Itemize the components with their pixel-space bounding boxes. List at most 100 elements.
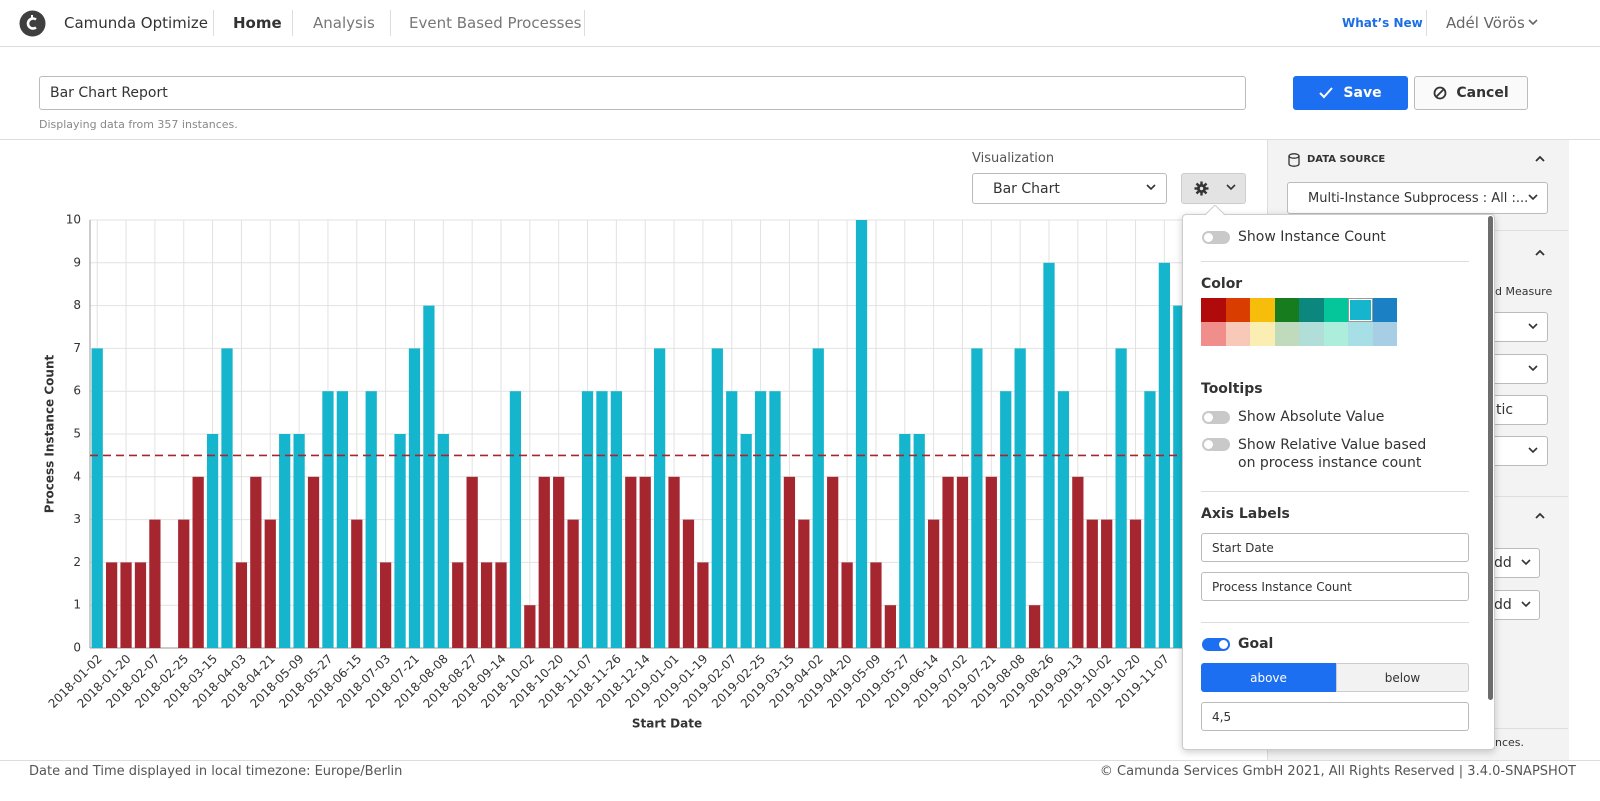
bar bbox=[726, 391, 738, 648]
bar bbox=[610, 391, 622, 648]
bar bbox=[971, 348, 983, 648]
database-icon bbox=[1288, 153, 1300, 167]
scrollbar[interactable] bbox=[1488, 216, 1493, 700]
bar bbox=[1072, 476, 1084, 648]
bar bbox=[1043, 262, 1055, 648]
bar bbox=[524, 605, 536, 648]
bar bbox=[178, 519, 190, 648]
save-label: Save bbox=[1343, 85, 1382, 101]
bar bbox=[293, 434, 305, 648]
color-swatch[interactable] bbox=[1299, 298, 1324, 322]
bar bbox=[798, 519, 810, 648]
bar bbox=[956, 476, 969, 648]
x-axis-title: Start Date bbox=[632, 717, 702, 731]
above-button[interactable]: above bbox=[1201, 663, 1336, 692]
color-swatch[interactable] bbox=[1323, 322, 1348, 346]
bar bbox=[581, 391, 594, 648]
cancel-button[interactable]: Cancel bbox=[1414, 76, 1528, 110]
color-swatch[interactable] bbox=[1348, 322, 1373, 346]
chevron-up[interactable] bbox=[1534, 511, 1546, 521]
separator bbox=[1426, 10, 1427, 36]
y-tick-label: 1 bbox=[73, 598, 81, 612]
goal-input[interactable]: 4,5 bbox=[1201, 702, 1469, 731]
color-swatch[interactable] bbox=[1372, 298, 1397, 322]
gear-icon bbox=[1194, 181, 1209, 196]
separator bbox=[213, 10, 214, 36]
chevron-down bbox=[1528, 194, 1538, 201]
bar bbox=[235, 562, 248, 648]
bar bbox=[394, 434, 406, 648]
chevron-up[interactable] bbox=[1534, 154, 1546, 164]
bar bbox=[206, 434, 219, 648]
below-button[interactable]: below bbox=[1336, 663, 1469, 692]
save-button[interactable]: Save bbox=[1293, 76, 1408, 110]
chevron-down bbox=[1528, 323, 1538, 330]
bar bbox=[250, 476, 262, 648]
bar bbox=[192, 476, 204, 648]
bar bbox=[942, 476, 954, 648]
chevron-down bbox=[1146, 184, 1156, 191]
divider bbox=[1201, 622, 1469, 623]
nav-item[interactable]: Event Based Processes bbox=[409, 14, 582, 32]
bar bbox=[120, 562, 132, 648]
bar bbox=[538, 476, 550, 648]
bar bbox=[480, 562, 493, 648]
section-title: Tooltips bbox=[1201, 381, 1263, 397]
bar bbox=[351, 519, 363, 648]
toggle[interactable] bbox=[1202, 411, 1230, 424]
chevron-down bbox=[1521, 559, 1531, 566]
color-swatch[interactable] bbox=[1225, 298, 1250, 322]
y-tick-label: 10 bbox=[66, 213, 81, 227]
y-tick-label: 6 bbox=[73, 384, 81, 398]
footer-text: © Camunda Services GmbH 2021, All Rights… bbox=[1099, 764, 1576, 779]
color-swatch[interactable] bbox=[1274, 322, 1299, 346]
bar bbox=[509, 391, 522, 648]
bar bbox=[870, 562, 882, 648]
whats-new[interactable]: What’s New bbox=[1342, 16, 1423, 30]
bar bbox=[1086, 519, 1098, 648]
process-select[interactable]: Multi-Instance Subprocess : All :... bbox=[1287, 182, 1548, 214]
y-tick-label: 0 bbox=[73, 641, 81, 655]
bar bbox=[1115, 348, 1127, 648]
color-swatch[interactable] bbox=[1201, 322, 1226, 346]
bar bbox=[1057, 391, 1070, 648]
settings-button[interactable] bbox=[1181, 173, 1246, 204]
nav-item[interactable]: Analysis bbox=[313, 14, 375, 32]
bar bbox=[1144, 391, 1156, 648]
divider bbox=[1201, 261, 1469, 262]
goal-toggle[interactable] bbox=[1202, 638, 1230, 651]
visualization-select[interactable]: Bar Chart bbox=[972, 173, 1167, 204]
bar bbox=[264, 519, 276, 648]
bar bbox=[668, 476, 680, 648]
color-swatch[interactable] bbox=[1225, 322, 1250, 346]
bar bbox=[106, 562, 118, 648]
color-swatch[interactable] bbox=[1201, 298, 1226, 322]
toggle[interactable] bbox=[1202, 438, 1230, 451]
x-label-input[interactable]: Start Date bbox=[1201, 533, 1469, 562]
color-swatch[interactable] bbox=[1372, 322, 1397, 346]
y-tick-label: 2 bbox=[73, 555, 81, 569]
color-swatch[interactable] bbox=[1323, 298, 1348, 322]
popover-arrow bbox=[1205, 205, 1225, 216]
color-swatch[interactable] bbox=[1274, 298, 1299, 322]
header bbox=[0, 0, 1600, 47]
divider bbox=[0, 139, 1600, 140]
user-menu[interactable]: Adél Vörös bbox=[1446, 14, 1525, 32]
color-swatch[interactable] bbox=[1250, 322, 1275, 346]
y-label-input[interactable]: Process Instance Count bbox=[1201, 572, 1469, 601]
bar bbox=[697, 562, 709, 648]
color-swatch[interactable] bbox=[1299, 322, 1324, 346]
y-tick-label: 4 bbox=[73, 469, 81, 483]
chevron-up[interactable] bbox=[1534, 248, 1546, 258]
color-swatch[interactable] bbox=[1348, 298, 1373, 322]
toggle[interactable] bbox=[1202, 231, 1230, 244]
bar bbox=[783, 476, 796, 648]
nav-item[interactable]: Home bbox=[233, 14, 282, 32]
bar bbox=[279, 434, 291, 648]
bar bbox=[322, 391, 334, 648]
section-title: Axis Labels bbox=[1201, 506, 1290, 522]
report-name-input[interactable]: Bar Chart Report bbox=[39, 76, 1246, 110]
color-swatch[interactable] bbox=[1250, 298, 1275, 322]
footer-text: Date and Time displayed in local timezon… bbox=[29, 764, 403, 779]
